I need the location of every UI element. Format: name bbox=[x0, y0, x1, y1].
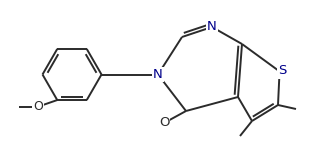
Text: S: S bbox=[278, 65, 286, 77]
Text: O: O bbox=[33, 100, 43, 113]
Text: O: O bbox=[159, 117, 169, 129]
Text: N: N bbox=[207, 21, 217, 34]
Text: N: N bbox=[153, 68, 163, 81]
